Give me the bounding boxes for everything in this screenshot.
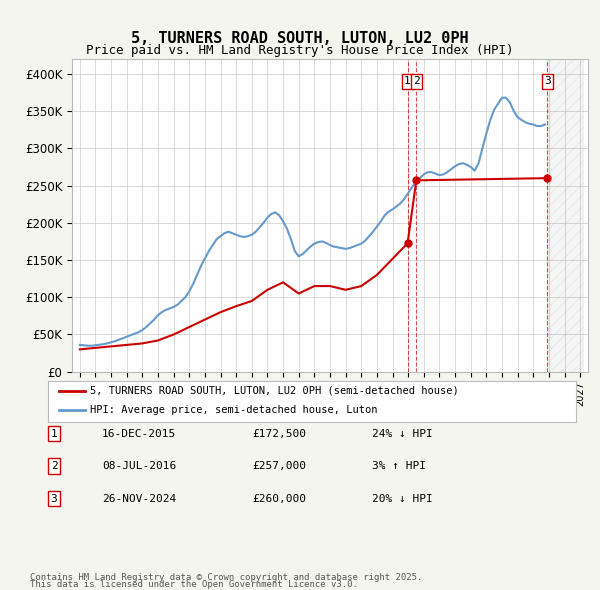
Text: 26-NOV-2024: 26-NOV-2024 (102, 494, 176, 503)
Text: 24% ↓ HPI: 24% ↓ HPI (372, 429, 433, 438)
Text: Contains HM Land Registry data © Crown copyright and database right 2025.: Contains HM Land Registry data © Crown c… (30, 572, 422, 582)
Text: 2: 2 (413, 76, 419, 86)
Text: 1: 1 (50, 429, 58, 438)
Text: 5, TURNERS ROAD SOUTH, LUTON, LU2 0PH: 5, TURNERS ROAD SOUTH, LUTON, LU2 0PH (131, 31, 469, 46)
Text: 16-DEC-2015: 16-DEC-2015 (102, 429, 176, 438)
Text: £172,500: £172,500 (252, 429, 306, 438)
Text: 5, TURNERS ROAD SOUTH, LUTON, LU2 0PH (semi-detached house): 5, TURNERS ROAD SOUTH, LUTON, LU2 0PH (s… (90, 386, 459, 396)
Text: 08-JUL-2016: 08-JUL-2016 (102, 461, 176, 471)
Text: This data is licensed under the Open Government Licence v3.0.: This data is licensed under the Open Gov… (30, 579, 358, 589)
Text: 3: 3 (544, 76, 551, 86)
Text: 2: 2 (50, 461, 58, 471)
Bar (547, 59, 583, 372)
Text: 1: 1 (404, 76, 411, 86)
Text: 20% ↓ HPI: 20% ↓ HPI (372, 494, 433, 503)
Text: £260,000: £260,000 (252, 494, 306, 503)
Text: Price paid vs. HM Land Registry's House Price Index (HPI): Price paid vs. HM Land Registry's House … (86, 44, 514, 57)
Text: 3: 3 (50, 494, 58, 503)
Text: £257,000: £257,000 (252, 461, 306, 471)
Text: HPI: Average price, semi-detached house, Luton: HPI: Average price, semi-detached house,… (90, 405, 378, 415)
Text: 3% ↑ HPI: 3% ↑ HPI (372, 461, 426, 471)
